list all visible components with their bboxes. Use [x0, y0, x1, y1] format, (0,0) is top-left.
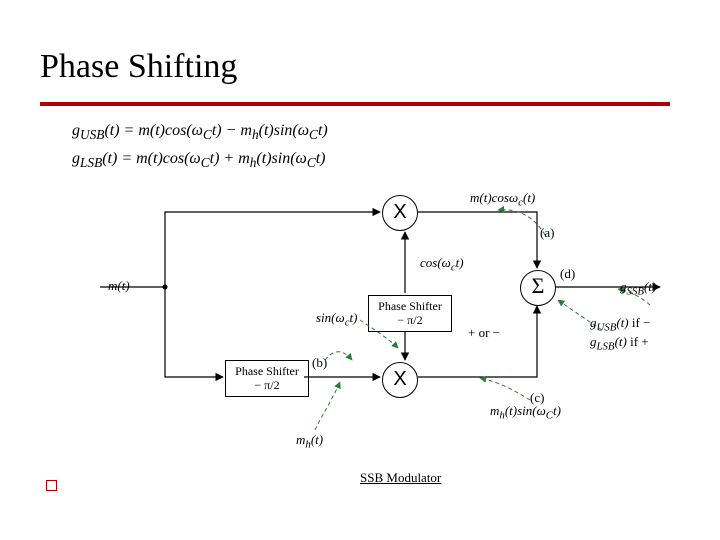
label-bot-out: mh(t)sin(ωCt) — [490, 403, 561, 422]
bullet-icon — [46, 480, 57, 491]
label-sin: sin(ωct) — [316, 310, 357, 329]
multiplier-top: X — [382, 195, 418, 231]
phase-shifter-center: Phase Shifter− π/2 — [368, 295, 452, 332]
label-d: (d) — [560, 266, 575, 282]
label-cond: gUSB(t) if − gLSB(t) if + — [590, 315, 650, 352]
label-b: (b) — [312, 355, 327, 371]
equation-usb: gUSB(t) = m(t)cos(ωCt) − mh(t)sin(ωCt) — [72, 122, 328, 143]
label-a: (a) — [540, 225, 554, 241]
label-por: + or − — [468, 325, 500, 341]
label-top-out: m(t)cosωc(t) — [470, 190, 535, 209]
label-mt: m(t) — [108, 278, 130, 294]
caption: SSB Modulator — [360, 470, 441, 486]
label-cos: cos(ωct) — [420, 255, 464, 274]
phase-shifter-left: Phase Shifter− π/2 — [225, 360, 309, 397]
summer: Σ — [520, 270, 556, 306]
label-mh: mh(t) — [296, 432, 323, 451]
page-title: Phase Shifting — [40, 48, 237, 86]
title-underline — [40, 102, 670, 106]
equation-lsb: gLSB(t) = m(t)cos(ωCt) + mh(t)sin(ωCt) — [72, 150, 326, 171]
label-gssb: gSSB(t) — [620, 279, 656, 298]
multiplier-bottom: X — [382, 362, 418, 398]
